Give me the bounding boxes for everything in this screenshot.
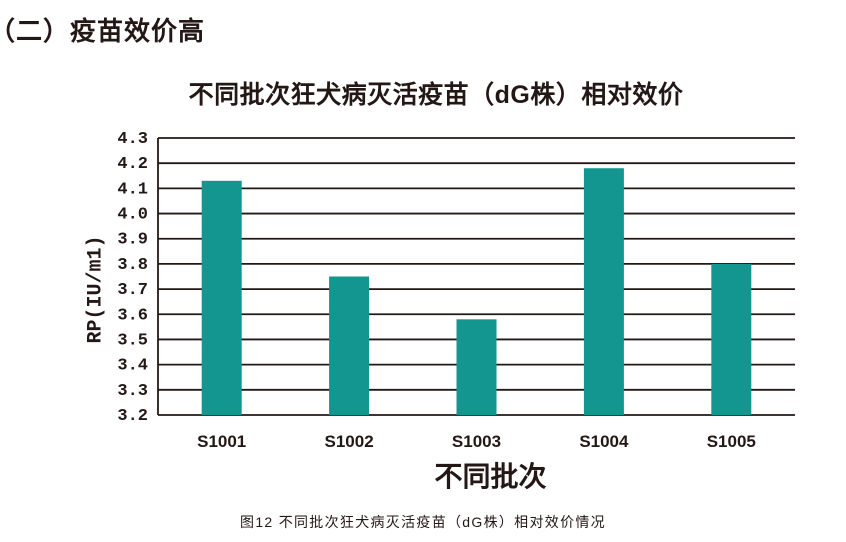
svg-text:4.2: 4.2 xyxy=(117,155,148,174)
svg-text:3.8: 3.8 xyxy=(117,256,148,275)
svg-text:3.2: 3.2 xyxy=(117,407,148,426)
svg-text:3.7: 3.7 xyxy=(117,281,148,300)
svg-text:4.0: 4.0 xyxy=(117,206,148,225)
svg-text:S1001: S1001 xyxy=(197,432,246,451)
svg-text:S1004: S1004 xyxy=(579,432,629,451)
svg-text:3.5: 3.5 xyxy=(117,331,148,350)
svg-text:3.9: 3.9 xyxy=(117,231,148,250)
svg-text:4.1: 4.1 xyxy=(117,180,148,199)
svg-text:4.3: 4.3 xyxy=(117,130,148,149)
svg-text:RP(IU/m1): RP(IU/m1) xyxy=(85,235,108,343)
svg-text:S1002: S1002 xyxy=(325,432,374,451)
svg-text:3.4: 3.4 xyxy=(117,357,148,376)
svg-text:S1005: S1005 xyxy=(707,432,756,451)
svg-text:3.3: 3.3 xyxy=(117,382,148,401)
svg-text:3.6: 3.6 xyxy=(117,306,148,325)
svg-text:S1003: S1003 xyxy=(452,432,501,451)
